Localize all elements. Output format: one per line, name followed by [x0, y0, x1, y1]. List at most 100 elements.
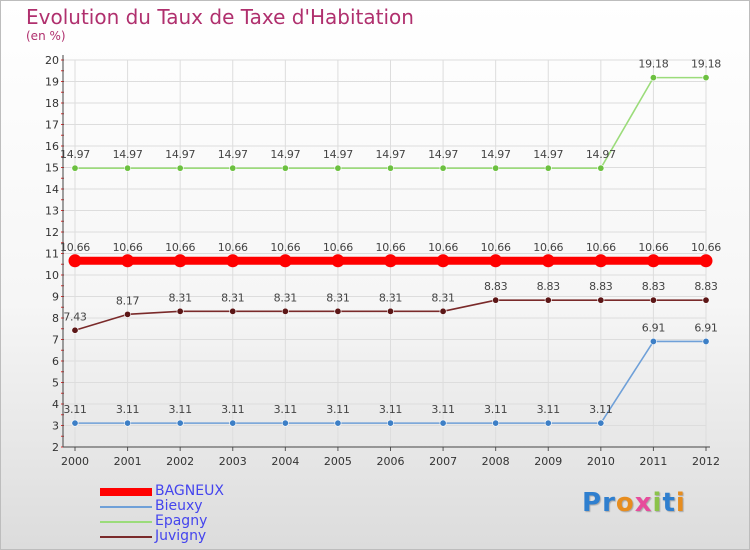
x-tick-label: 2001: [114, 455, 142, 468]
data-label: 8.83: [589, 280, 613, 293]
y-tick-label: 20: [45, 54, 59, 67]
y-tick-label: 2: [52, 441, 59, 454]
data-point: [439, 419, 447, 427]
y-tick-label: 7: [52, 334, 59, 347]
data-label: 10.66: [586, 241, 616, 254]
y-tick-label: 14: [45, 183, 59, 196]
x-tick-label: 2004: [271, 455, 299, 468]
y-tick-label: 6: [52, 355, 59, 368]
data-label: 10.66: [165, 241, 195, 254]
data-label: 10.66: [638, 241, 668, 254]
data-label: 8.31: [326, 291, 349, 304]
data-point: [229, 307, 237, 315]
data-point: [334, 307, 342, 315]
data-point: [176, 419, 184, 427]
data-label: 8.83: [537, 280, 561, 293]
data-point: [541, 254, 555, 268]
data-point: [544, 164, 552, 172]
data-point: [492, 164, 500, 172]
data-label: 3.11: [589, 403, 612, 416]
x-tick-label: 2008: [482, 455, 510, 468]
data-point: [594, 254, 608, 268]
data-label: 14.97: [165, 148, 195, 161]
data-point: [71, 326, 79, 334]
data-point: [124, 310, 132, 318]
x-tick-label: 2000: [61, 455, 89, 468]
y-tick-label: 13: [45, 205, 59, 218]
data-point: [281, 164, 289, 172]
data-label: 19.18: [638, 58, 668, 71]
data-label: 8.31: [274, 291, 297, 304]
data-point: [386, 419, 394, 427]
data-label: 10.66: [113, 241, 143, 254]
data-label: 10.66: [270, 241, 300, 254]
data-label: 3.11: [274, 403, 297, 416]
data-label: 8.83: [484, 280, 508, 293]
data-point: [334, 419, 342, 427]
data-label: 8.31: [431, 291, 454, 304]
y-tick-label: 5: [52, 377, 59, 390]
data-point: [71, 419, 79, 427]
data-point: [229, 419, 237, 427]
data-label: 14.97: [60, 148, 90, 161]
y-tick-label: 18: [45, 97, 59, 110]
data-label: 10.66: [481, 241, 511, 254]
data-point: [492, 419, 500, 427]
data-point: [544, 419, 552, 427]
data-label: 10.66: [376, 241, 406, 254]
data-point: [436, 254, 450, 268]
data-point: [278, 254, 292, 268]
data-label: 10.66: [323, 241, 353, 254]
data-point: [597, 164, 605, 172]
y-tick-label: 19: [45, 76, 59, 89]
y-tick-label: 12: [45, 226, 59, 239]
data-point: [121, 254, 135, 268]
x-tick-label: 2006: [377, 455, 405, 468]
data-point: [71, 164, 79, 172]
x-tick-label: 2009: [534, 455, 562, 468]
x-tick-label: 2002: [166, 455, 194, 468]
data-point: [229, 164, 237, 172]
chart-title: Evolution du Taux de Taxe d'Habitation: [26, 5, 414, 29]
y-tick-label: 16: [45, 140, 59, 153]
data-point: [702, 74, 710, 82]
chart-subtitle: (en %): [26, 29, 66, 43]
data-label: 14.97: [218, 148, 248, 161]
y-tick-label: 11: [45, 248, 59, 261]
data-label: 3.11: [169, 403, 192, 416]
y-tick-label: 4: [52, 398, 59, 411]
data-label: 14.97: [586, 148, 616, 161]
legend-swatch: [100, 521, 152, 523]
data-label: 10.66: [533, 241, 563, 254]
data-label: 14.97: [113, 148, 143, 161]
data-label: 3.11: [326, 403, 349, 416]
x-tick-label: 2003: [219, 455, 247, 468]
data-point: [384, 254, 397, 268]
legend-label: BAGNEUX: [155, 483, 224, 499]
data-point: [386, 164, 394, 172]
data-point: [439, 307, 447, 315]
data-label: 10.66: [691, 241, 721, 254]
data-label: 14.97: [323, 148, 353, 161]
data-point: [544, 296, 552, 304]
data-label: 8.83: [694, 280, 718, 293]
data-label: 6.91: [642, 321, 665, 334]
data-label: 10.66: [428, 241, 458, 254]
data-point: [649, 337, 657, 345]
data-label: 3.11: [63, 403, 86, 416]
y-tick-label: 15: [45, 162, 59, 175]
x-tick-label: 2011: [639, 455, 667, 468]
data-point: [226, 254, 240, 268]
data-label: 8.31: [169, 291, 192, 304]
x-tick-label: 2010: [587, 455, 615, 468]
data-point: [68, 254, 82, 268]
data-point: [699, 254, 713, 268]
data-point: [176, 307, 184, 315]
data-label: 3.11: [379, 403, 402, 416]
y-tick-label: 10: [45, 269, 59, 282]
data-point: [124, 419, 132, 427]
data-point: [649, 74, 657, 82]
data-point: [173, 254, 187, 268]
x-tick-label: 2007: [429, 455, 457, 468]
data-point: [702, 337, 710, 345]
